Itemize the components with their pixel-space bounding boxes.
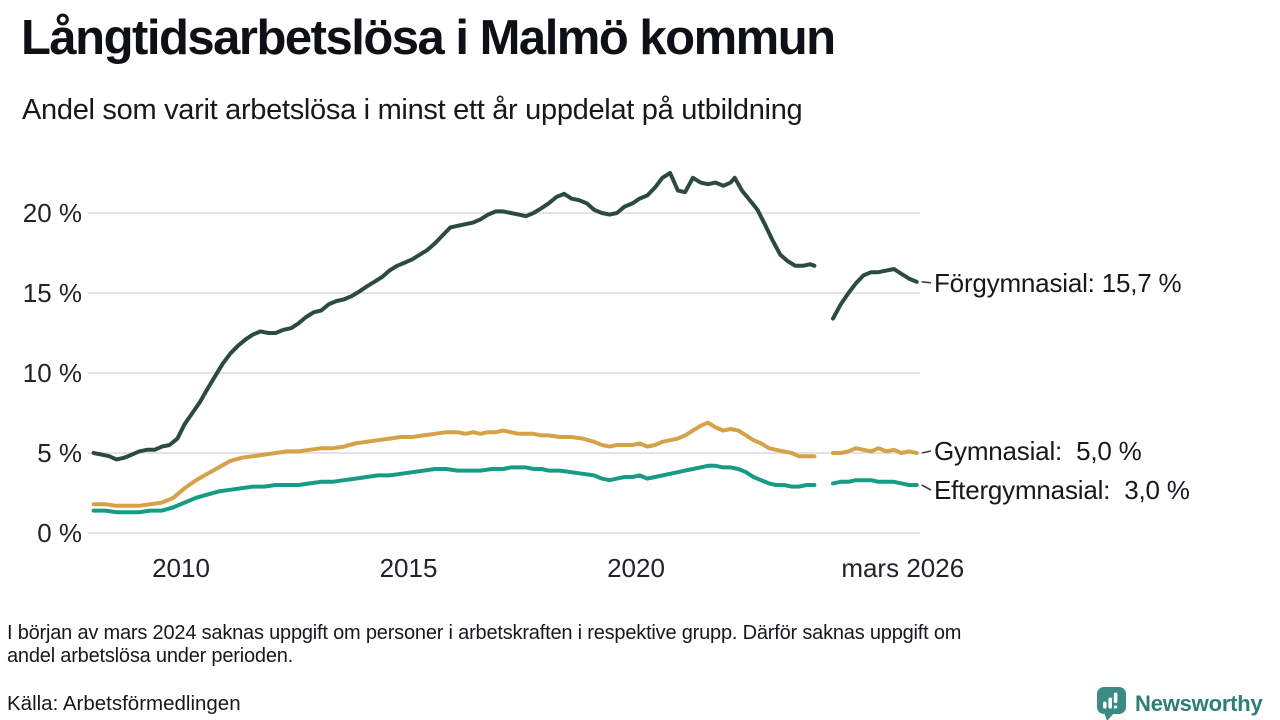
x-axis-tick-label: mars 2026: [841, 553, 965, 583]
footnote-line-2: andel arbetslösa under perioden.: [7, 645, 294, 667]
series-line-eftergymnasial: [91, 463, 817, 515]
page-title: Långtidsarbetslösa i Malmö kommun: [21, 11, 836, 65]
label-connector-eftergymnasial: [921, 484, 932, 491]
series-end-label-eftergymnasial: Eftergymnasial: 3,0 %: [934, 475, 1190, 505]
series-line-eftergymnasial: [831, 478, 919, 487]
series-line-gymnasial: [831, 446, 919, 455]
x-axis-tick-label: 2010: [152, 553, 210, 583]
newsworthy-speech-bubble-barchart-icon: [1097, 687, 1126, 720]
y-axis-tick-label: 15 %: [22, 278, 82, 308]
series-line-förgymnasial: [831, 267, 919, 321]
y-axis-tick-label: 20 %: [22, 198, 82, 228]
newsworthy-logo-text: Newsworthy: [1135, 690, 1263, 716]
source-credit: Källa: Arbetsförmedlingen: [7, 692, 241, 715]
series-line-gymnasial: [91, 420, 817, 508]
x-axis-tick-label: 2020: [607, 553, 665, 583]
page-subtitle: Andel som varit arbetslösa i minst ett å…: [22, 94, 803, 126]
newsworthy-logo: Newsworthy: [1096, 686, 1263, 720]
series-end-label-gymnasial: Gymnasial: 5,0 %: [934, 436, 1142, 466]
series-end-label-förgymnasial: Förgymnasial: 15,7 %: [934, 267, 1182, 298]
y-axis-tick-label: 10 %: [22, 358, 82, 388]
series-line-förgymnasial: [91, 171, 817, 462]
y-axis-tick-label: 5 %: [37, 438, 82, 468]
label-connector-förgymnasial: [921, 281, 932, 284]
x-axis-tick-label: 2015: [379, 553, 438, 583]
label-connector-gymnasial: [921, 450, 932, 454]
y-axis-tick-label: 0 %: [37, 518, 82, 548]
footnote-line-1: I början av mars 2024 saknas uppgift om …: [7, 622, 962, 644]
